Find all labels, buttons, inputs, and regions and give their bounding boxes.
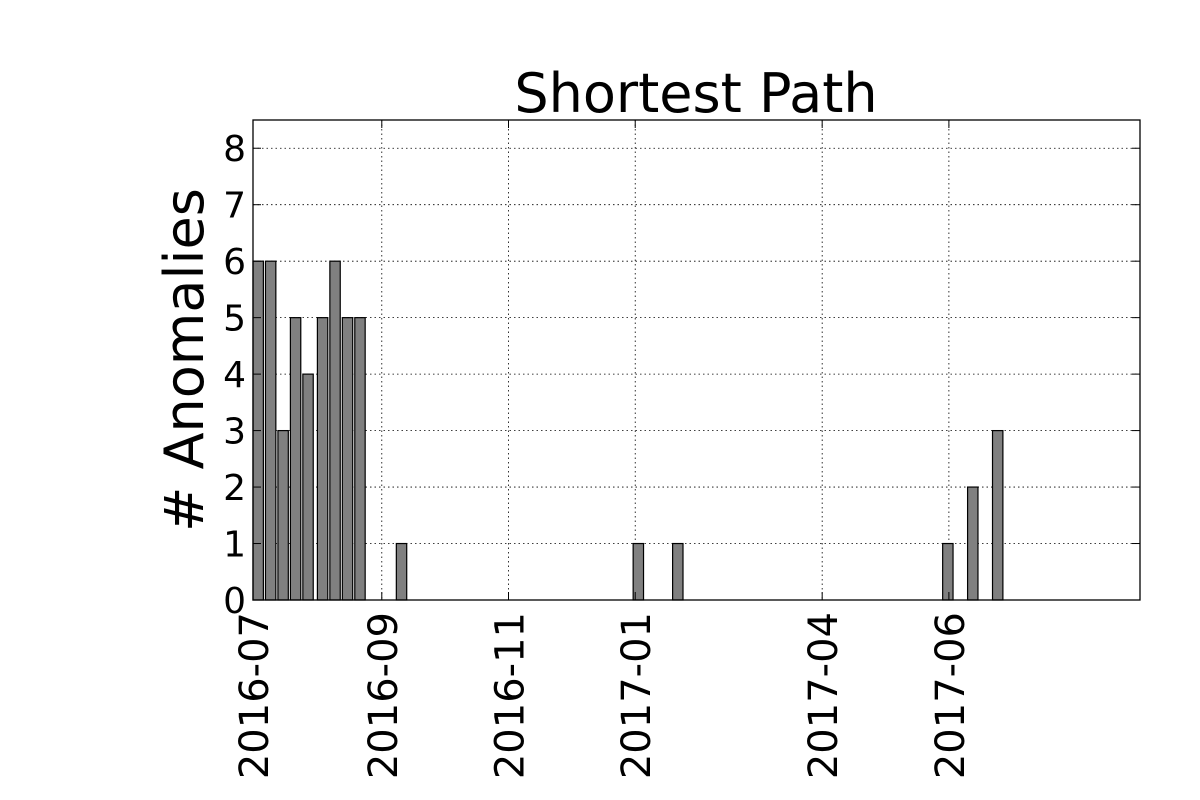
bar xyxy=(264,260,277,601)
y-tick-label: 4 xyxy=(223,355,246,396)
x-tick-label: 2016-07 xyxy=(232,612,278,779)
bar xyxy=(302,373,314,601)
bar xyxy=(341,317,354,601)
y-tick-label: 6 xyxy=(223,242,246,283)
y-tick-label: 1 xyxy=(223,525,246,566)
y-tick-label: 5 xyxy=(223,299,246,340)
bar xyxy=(632,542,645,601)
y-tick-label: 0 xyxy=(223,581,246,622)
y-tick-label: 2 xyxy=(223,468,246,509)
y-axis-label: # Anomalies xyxy=(153,188,216,532)
x-tick-label: 2017-06 xyxy=(928,612,974,779)
axis-ticks: 0 1 2 3 4 5 6 7 8 2016-07 2016-09 2016-11 2017-01 201… xyxy=(223,120,1140,779)
x-tick-label: 2016-11 xyxy=(488,612,534,779)
bar xyxy=(329,260,341,601)
chart-title: Shortest Path xyxy=(514,62,877,125)
bar xyxy=(354,317,366,601)
bar xyxy=(991,429,1004,601)
x-tick-label: 2017-01 xyxy=(614,612,660,779)
plot-area-frame xyxy=(252,119,1141,601)
bar xyxy=(395,542,408,601)
bar xyxy=(942,542,954,601)
bar xyxy=(966,486,979,601)
bar xyxy=(316,317,329,601)
bar xyxy=(277,429,289,601)
bar xyxy=(672,542,684,601)
y-tick-label: 8 xyxy=(223,129,246,170)
y-tick-label: 3 xyxy=(223,412,246,453)
y-tick-label: 7 xyxy=(223,186,246,227)
bar xyxy=(289,317,302,601)
x-tick-label: 2016-09 xyxy=(361,612,407,779)
x-tick-label: 2017-04 xyxy=(801,612,847,779)
